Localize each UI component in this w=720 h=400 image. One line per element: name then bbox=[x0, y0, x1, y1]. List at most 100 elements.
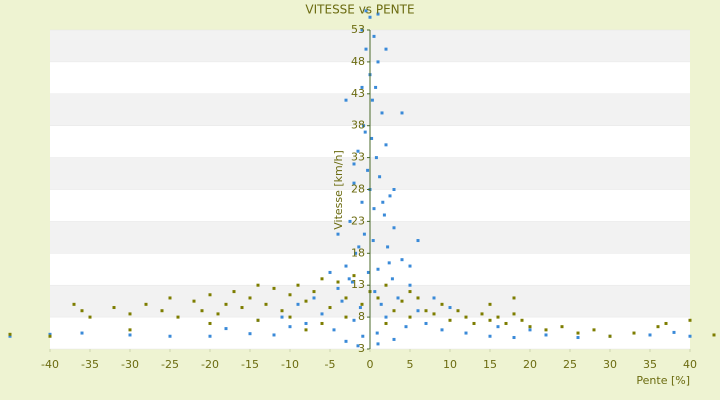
point bbox=[288, 315, 292, 319]
point bbox=[688, 334, 692, 338]
point bbox=[408, 315, 412, 319]
point bbox=[248, 332, 252, 336]
point bbox=[480, 312, 484, 316]
point bbox=[362, 232, 366, 236]
point bbox=[374, 156, 378, 160]
point bbox=[128, 328, 132, 332]
point bbox=[396, 296, 400, 300]
point bbox=[348, 219, 352, 223]
point bbox=[408, 290, 412, 294]
point bbox=[376, 12, 380, 16]
x-tick-label: 5 bbox=[407, 358, 414, 371]
point bbox=[128, 312, 132, 316]
point bbox=[366, 270, 370, 274]
point bbox=[363, 130, 367, 134]
point bbox=[432, 312, 436, 316]
point bbox=[432, 296, 436, 300]
point bbox=[280, 309, 284, 313]
point bbox=[360, 28, 364, 32]
point bbox=[8, 334, 12, 338]
point bbox=[388, 194, 392, 198]
point bbox=[384, 47, 388, 51]
point bbox=[344, 264, 348, 268]
point bbox=[264, 302, 268, 306]
point bbox=[360, 85, 364, 89]
point bbox=[312, 296, 316, 300]
x-tick-label: -35 bbox=[81, 358, 99, 371]
point bbox=[374, 85, 378, 89]
point bbox=[456, 309, 460, 313]
point bbox=[372, 34, 376, 38]
point bbox=[390, 277, 394, 281]
point bbox=[304, 299, 308, 303]
point bbox=[664, 321, 668, 325]
x-tick-label: 0 bbox=[367, 358, 374, 371]
point bbox=[544, 333, 548, 337]
point bbox=[376, 267, 380, 271]
point bbox=[378, 175, 382, 179]
y-tick-label: 23 bbox=[351, 214, 365, 227]
point bbox=[608, 334, 612, 338]
y-tick-label: 33 bbox=[351, 151, 365, 164]
point bbox=[576, 331, 580, 335]
chart-title: VITESSE vs PENTE bbox=[305, 3, 414, 17]
point bbox=[320, 277, 324, 281]
point bbox=[384, 143, 388, 147]
point bbox=[128, 333, 132, 337]
point bbox=[356, 149, 360, 153]
x-tick-label: 40 bbox=[683, 358, 697, 371]
point bbox=[362, 124, 366, 128]
y-tick-label: 18 bbox=[351, 246, 365, 259]
point bbox=[416, 309, 420, 313]
point bbox=[496, 325, 500, 329]
point bbox=[400, 299, 404, 303]
point bbox=[512, 296, 516, 300]
point bbox=[296, 283, 300, 287]
point bbox=[328, 306, 332, 310]
point bbox=[336, 232, 340, 236]
point bbox=[208, 334, 212, 338]
point bbox=[496, 315, 500, 319]
point bbox=[528, 325, 532, 329]
point bbox=[361, 334, 365, 338]
point bbox=[440, 302, 444, 306]
point bbox=[400, 111, 404, 115]
point bbox=[160, 309, 164, 313]
point bbox=[288, 325, 292, 329]
point bbox=[176, 315, 180, 319]
point bbox=[80, 331, 84, 335]
point bbox=[656, 325, 660, 329]
x-tick-label: -40 bbox=[41, 358, 59, 371]
point bbox=[364, 9, 368, 13]
point bbox=[256, 318, 260, 322]
point bbox=[376, 296, 380, 300]
x-tick-label: -10 bbox=[281, 358, 299, 371]
point bbox=[364, 47, 368, 51]
point bbox=[352, 162, 356, 166]
point bbox=[688, 318, 692, 322]
point bbox=[672, 330, 676, 334]
point bbox=[48, 332, 52, 336]
point bbox=[464, 315, 468, 319]
point bbox=[488, 334, 492, 338]
point bbox=[8, 332, 12, 336]
point bbox=[416, 296, 420, 300]
point bbox=[168, 334, 172, 338]
point bbox=[424, 309, 428, 313]
point bbox=[372, 207, 376, 211]
x-tick-label: 25 bbox=[563, 358, 577, 371]
point bbox=[340, 299, 344, 303]
y-tick-label: 8 bbox=[358, 310, 365, 323]
point bbox=[448, 306, 452, 310]
point bbox=[208, 321, 212, 325]
point bbox=[472, 321, 476, 325]
y-tick-label: 28 bbox=[351, 183, 365, 196]
point bbox=[280, 315, 284, 319]
point bbox=[80, 309, 84, 313]
point bbox=[336, 286, 340, 290]
point bbox=[232, 290, 236, 294]
point bbox=[272, 333, 276, 337]
point bbox=[416, 239, 420, 243]
point bbox=[368, 15, 372, 19]
point bbox=[504, 321, 508, 325]
